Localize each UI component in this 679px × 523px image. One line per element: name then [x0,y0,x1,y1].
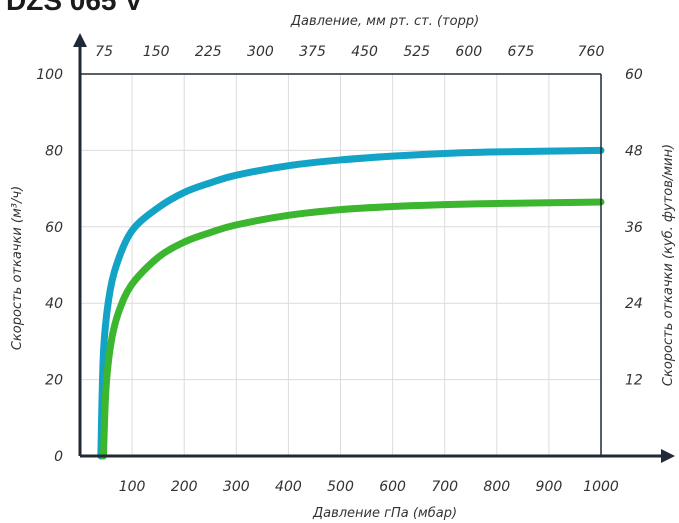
x2-tick-label: 375 [299,44,326,60]
x-tick-label: 100 [119,479,146,495]
x2-tick-label: 225 [195,44,222,60]
axes [73,33,675,463]
x-tick-label: 200 [171,479,198,495]
y-tick-label: 100 [36,67,63,83]
series-layer [97,146,605,460]
x2-tick-label: 600 [455,44,482,60]
x2-tick-label: 450 [351,44,378,60]
chart-title: DZS 065 V [6,0,143,16]
y2-axis-label: Скорость откачки (куб. футов/мин) [661,144,676,386]
y2-tick-label: 60 [625,67,643,83]
y-tick-label: 40 [45,296,63,312]
y2-tick-label: 12 [625,373,643,389]
x2-tick-label: 75 [95,44,113,60]
x-tick-label: 1000 [583,479,619,495]
x2-tick-label: 760 [578,44,605,60]
x2-axis-label: Давление, мм рт. ст. (торр) [290,14,479,29]
series-line-2 [99,198,605,460]
x2-tick-label: 300 [247,44,274,60]
ticks: 100 200 300 400 500 600 700 800 900 1000 0 20 40 60 80… [36,44,643,495]
y-tick-label: 60 [45,220,63,236]
y2-tick-label: 24 [625,296,643,312]
x-tick-label: 600 [379,479,406,495]
x-tick-label: 900 [536,479,563,495]
series-line-1 [97,146,605,460]
x-tick-label: 700 [431,479,458,495]
grid [80,73,602,456]
x-tick-label: 300 [223,479,250,495]
x-tick-label: 800 [483,479,510,495]
y-tick-label: 20 [45,373,63,389]
y-tick-label: 0 [54,449,63,465]
x2-tick-label: 150 [143,44,170,60]
x-axis-arrow [661,449,675,463]
y-axis-arrow [73,33,87,47]
y2-tick-label: 36 [625,220,643,236]
x2-tick-label: 525 [403,44,430,60]
x2-tick-label: 675 [508,44,535,60]
y2-tick-label: 48 [625,143,643,159]
x-axis-label: Давление гПа (мбар) [312,506,457,521]
x-tick-label: 500 [327,479,354,495]
y-axis-label: Скорость откачки (м³/ч) [10,186,25,350]
y-tick-label: 80 [45,143,63,159]
x-tick-label: 400 [275,479,302,495]
